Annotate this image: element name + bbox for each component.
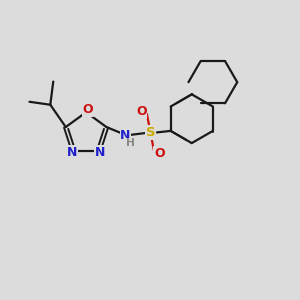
Text: N: N [120,129,131,142]
Text: O: O [136,105,147,118]
Text: S: S [146,126,155,139]
Text: O: O [82,103,93,116]
Text: N: N [67,146,77,159]
Text: H: H [126,138,135,148]
Text: N: N [95,146,105,159]
Text: O: O [154,147,165,160]
